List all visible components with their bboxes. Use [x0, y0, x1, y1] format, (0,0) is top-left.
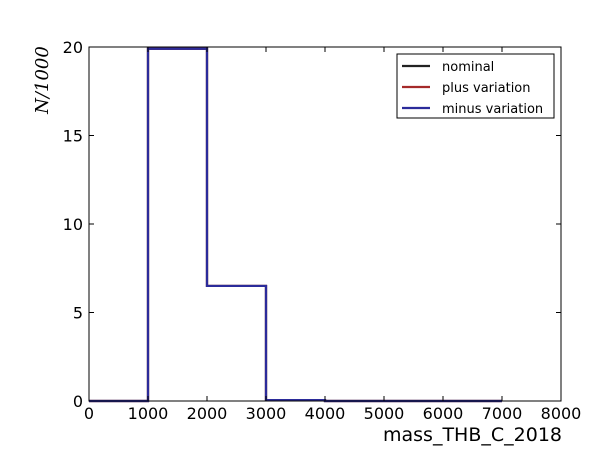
y-tick-label: 5 [73, 304, 83, 323]
x-tick-label: 2000 [187, 404, 228, 423]
legend-entry-label: minus variation [442, 102, 543, 117]
x-tick-label: 5000 [364, 404, 405, 423]
legend-entry-label: nominal [442, 60, 494, 75]
y-tick-label: 10 [63, 215, 83, 234]
y-tick-label: 0 [73, 392, 83, 411]
ticks-layer: 0 1000 2000 3000 4000 5000 6000 7000 8000 0 5 10 15 2… [63, 38, 582, 423]
x-tick-label: 1000 [128, 404, 169, 423]
x-tick-label: 7000 [482, 404, 523, 423]
x-tick-label: 0 [84, 404, 94, 423]
legend: nominal plus variation minus variation [396, 53, 555, 119]
x-tick-label: 8000 [541, 404, 582, 423]
legend-entry-label: plus variation [442, 81, 531, 96]
x-axis-label: mass_THB_C_2018 [383, 424, 562, 446]
x-tick-label: 3000 [246, 404, 287, 423]
y-axis-label: N/1000 [32, 46, 53, 115]
x-tick-label: 6000 [423, 404, 464, 423]
y-tick-label: 20 [63, 38, 83, 57]
y-tick-label: 15 [63, 127, 83, 146]
x-tick-label: 4000 [305, 404, 346, 423]
